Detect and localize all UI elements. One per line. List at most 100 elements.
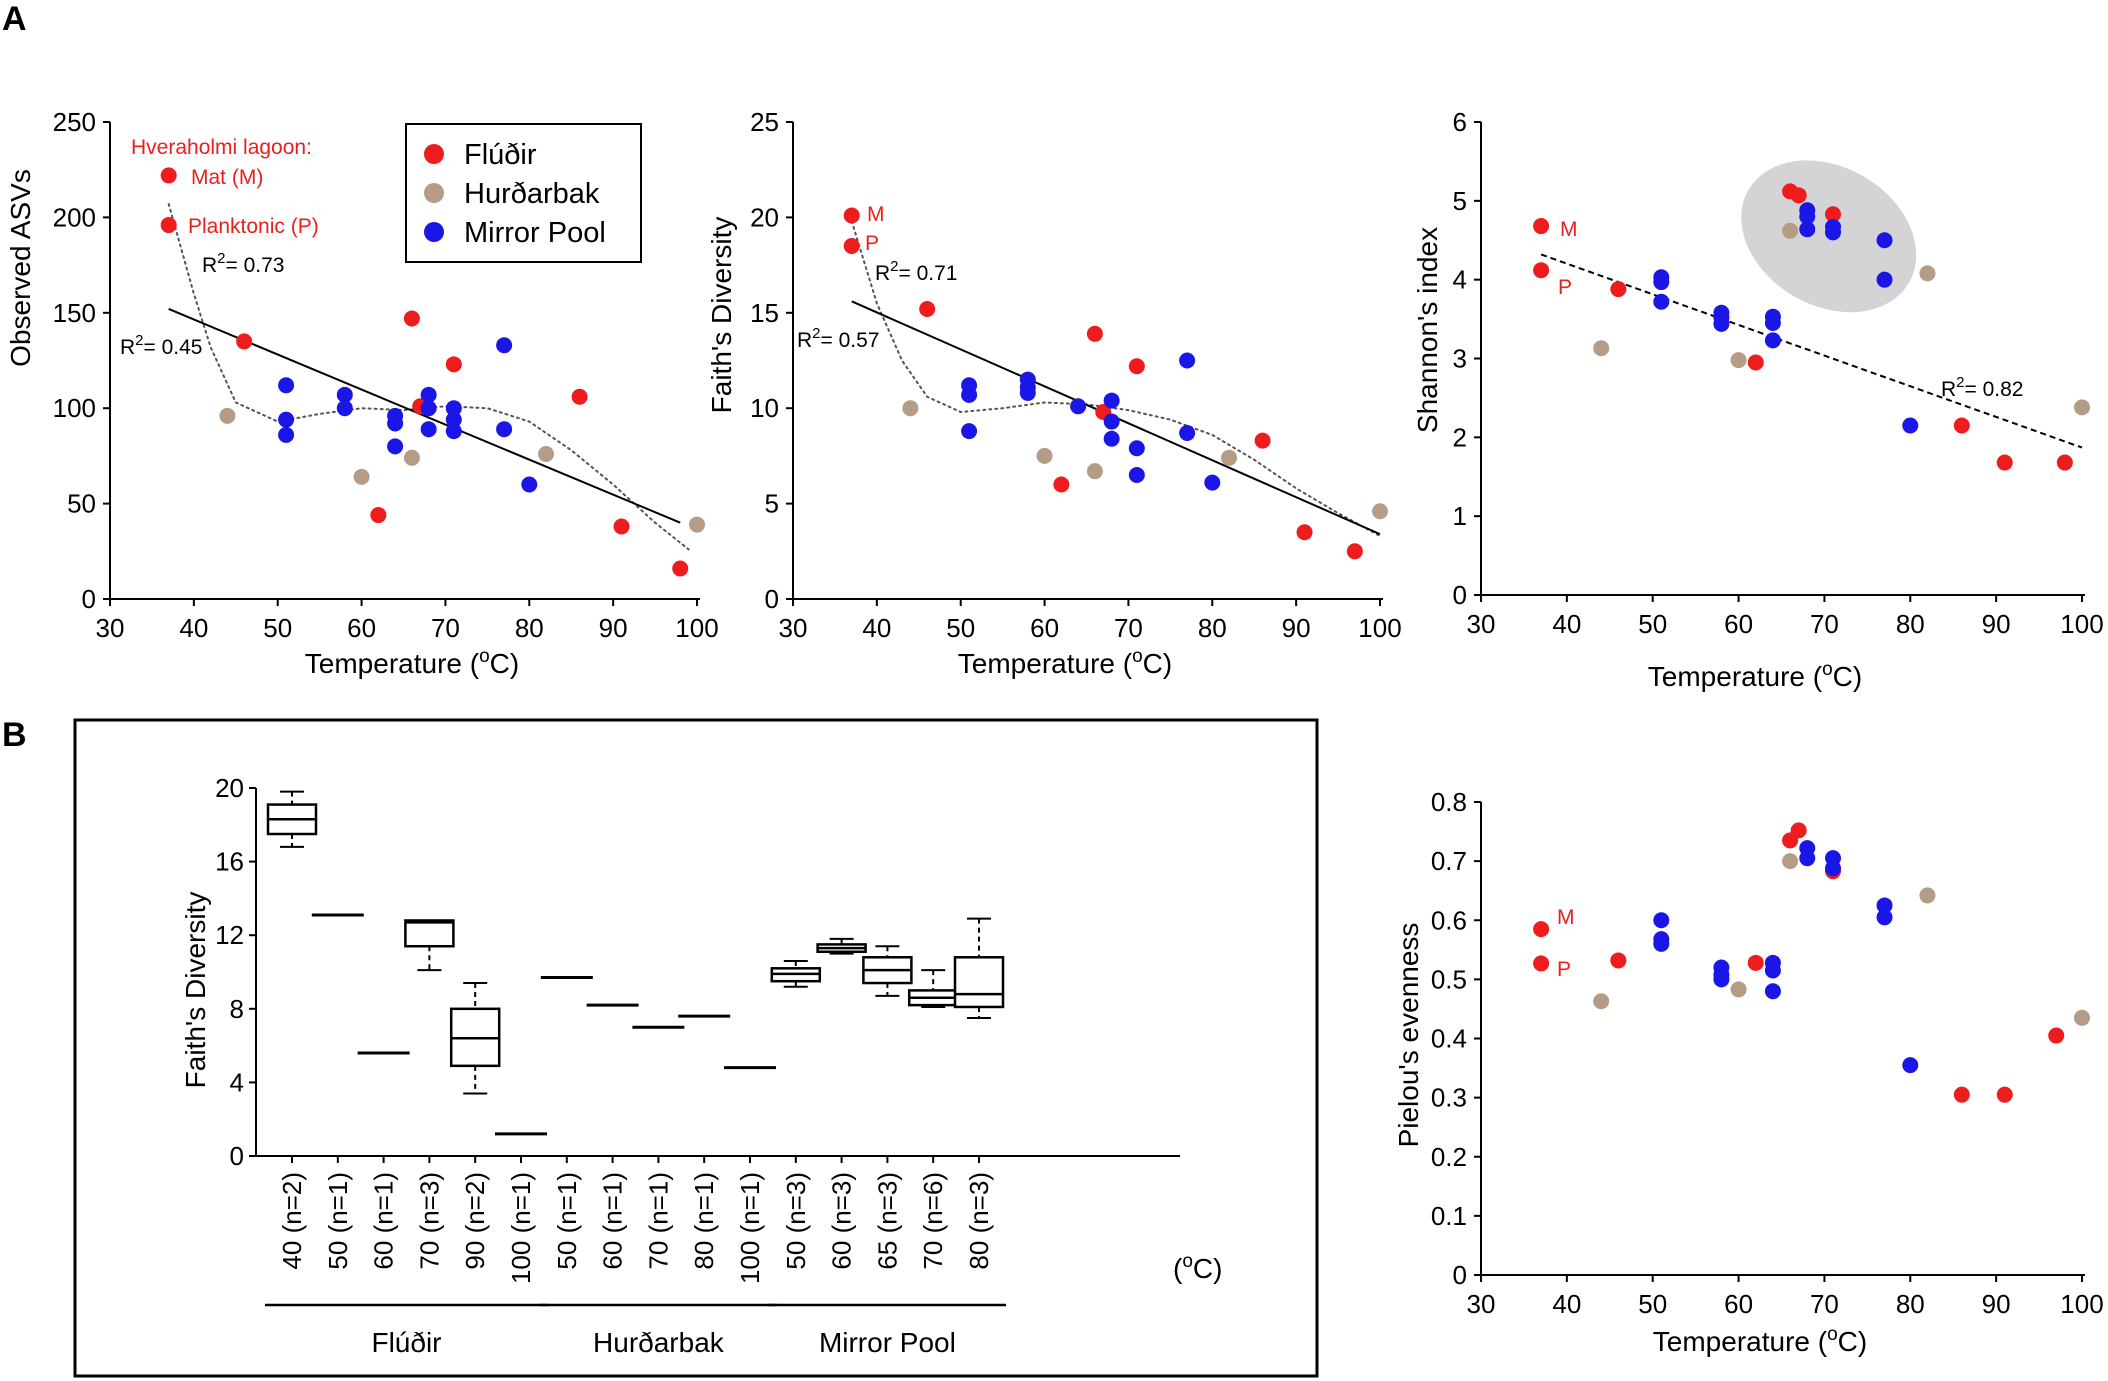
asv-point-fludir bbox=[160, 167, 177, 184]
chart-faith-boxplot: 0 4 8 12 16 20 40 (n=2) 50 (n=1) 60 (n=1) 70 (n=… bbox=[73, 718, 1319, 1378]
asv-point-mirrorpool bbox=[387, 438, 404, 455]
asv-r2-linear: R2= 0.45 bbox=[120, 332, 203, 359]
box-x-label: 70 (n=3) bbox=[414, 1172, 444, 1270]
shannon-point-fludir bbox=[1790, 187, 1807, 204]
shannon-axes: 30 40 50 60 70 80 90 100 0 1 2 3 4 5 6 bbox=[1453, 107, 2104, 639]
asv-x-tick-label: 30 bbox=[96, 613, 125, 643]
shannon-y-tick-label: 0 bbox=[1453, 580, 1467, 610]
shannon-point-mirrorpool bbox=[1713, 315, 1730, 332]
pielou-point-mirrorpool bbox=[1825, 860, 1842, 877]
faith-point-fludir bbox=[843, 238, 860, 255]
legend-label-hurdarbak: Hurðarbak bbox=[464, 178, 600, 210]
faith-x-tick-label: 100 bbox=[1358, 613, 1401, 643]
asv-point-mirrorpool bbox=[336, 386, 353, 403]
pielou-point-mirrorpool bbox=[1799, 850, 1816, 867]
shannon-point-fludir bbox=[1747, 354, 1764, 371]
pielou-point-hurdarbak bbox=[2074, 1009, 2090, 1026]
asv-x-tick-label: 60 bbox=[347, 613, 376, 643]
box-y-tick-label: 0 bbox=[230, 1141, 244, 1171]
faith-point-hurdarbak bbox=[1086, 463, 1103, 480]
boxplot-frame bbox=[73, 718, 1319, 1378]
shannon-point-mirrorpool bbox=[1876, 232, 1893, 249]
box-marks bbox=[266, 790, 1005, 1136]
asv-point-mirrorpool bbox=[387, 415, 404, 432]
legend-marker-hurdarbak bbox=[424, 183, 444, 203]
pielou-x-tick-label: 90 bbox=[1982, 1289, 2011, 1319]
box-x-label: 60 (n=3) bbox=[827, 1172, 857, 1270]
box-x-label: 90 (n=2) bbox=[460, 1172, 490, 1270]
pielou-point-mirrorpool bbox=[1713, 971, 1730, 988]
shannon-point-fludir bbox=[2056, 454, 2073, 471]
box-x-label: 70 (n=6) bbox=[918, 1172, 948, 1270]
panel-letter-b: B bbox=[2, 716, 27, 754]
lagoon-title: Hveraholmi lagoon: bbox=[131, 136, 312, 159]
shannon-point-hurdarbak bbox=[1593, 340, 1610, 357]
box-x-label: 80 (n=3) bbox=[964, 1172, 994, 1270]
faith-point-mirrorpool bbox=[1019, 384, 1036, 401]
shannon-point-fludir bbox=[1533, 262, 1550, 279]
shannon-point-hurdarbak bbox=[1919, 265, 1936, 282]
box-x-labels: 40 (n=2) 50 (n=1) 60 (n=1) 70 (n=3) 90 (n=2)… bbox=[277, 1172, 994, 1284]
faith-label-m: M bbox=[867, 203, 885, 226]
shannon-y-tick-label: 3 bbox=[1453, 344, 1467, 374]
asv-point-hurdarbak bbox=[353, 468, 370, 485]
legend-label-mirror-pool: Mirror Pool bbox=[464, 217, 606, 249]
asv-point-mirrorpool bbox=[278, 377, 295, 394]
pielou-point-fludir bbox=[1996, 1086, 2013, 1103]
shannon-point-hurdarbak bbox=[1782, 222, 1799, 239]
pielou-point-hurdarbak bbox=[1919, 887, 1936, 904]
pielou-xlabel: Temperature (oC) bbox=[1653, 1324, 1867, 1357]
asv-point-fludir bbox=[571, 388, 588, 405]
asv-point-mirrorpool bbox=[445, 411, 462, 428]
faith-point-fludir bbox=[1086, 325, 1103, 342]
pielou-y-tick-label: 0.5 bbox=[1431, 964, 1467, 994]
pielou-point-fludir bbox=[1533, 921, 1550, 938]
faith-point-fludir bbox=[919, 300, 936, 317]
box-x-label: 100 (n=1) bbox=[735, 1172, 765, 1284]
faith-point-mirrorpool bbox=[1179, 425, 1196, 442]
pielou-point-fludir bbox=[1533, 955, 1550, 972]
asv-x-tick-label: 40 bbox=[179, 613, 208, 643]
asv-point-fludir bbox=[403, 310, 420, 327]
pielou-points bbox=[1533, 822, 2090, 1103]
pielou-y-tick-label: 0.1 bbox=[1431, 1201, 1467, 1231]
faith-r2-poly: R2= 0.71 bbox=[875, 258, 958, 285]
shannon-x-tick-label: 30 bbox=[1467, 609, 1496, 639]
box-group-labels: Flúðir Hurðarbak Mirror Pool bbox=[265, 1303, 1006, 1358]
asv-point-mirrorpool bbox=[445, 400, 462, 417]
shannon-ylabel: Shannon's index bbox=[1412, 227, 1443, 433]
faith-point-fludir bbox=[1296, 524, 1313, 541]
shannon-point-fludir bbox=[1825, 206, 1842, 223]
shannon-point-mirrorpool bbox=[1653, 274, 1670, 291]
faith-ylabel: Faith's Diversity bbox=[706, 217, 737, 414]
asv-point-mirrorpool bbox=[420, 400, 437, 417]
asv-ylabel: Observed ASVs bbox=[5, 169, 36, 367]
pielou-x-tick-label: 50 bbox=[1638, 1289, 1667, 1319]
box-group-name: Mirror Pool bbox=[819, 1327, 956, 1358]
shannon-label-m: M bbox=[1560, 218, 1578, 241]
shannon-fit-line bbox=[1540, 253, 2083, 449]
asv-point-fludir bbox=[672, 560, 689, 577]
asv-point-fludir bbox=[370, 507, 387, 524]
asv-x-tick-label: 80 bbox=[515, 613, 544, 643]
shannon-x-tick-label: 80 bbox=[1896, 609, 1925, 639]
shannon-x-tick-label: 70 bbox=[1810, 609, 1839, 639]
faith-point-fludir bbox=[843, 207, 860, 224]
pielou-label-m: M bbox=[1557, 906, 1575, 929]
asv-point-hurdarbak bbox=[689, 516, 705, 533]
faith-y-tick-label: 0 bbox=[765, 584, 779, 614]
box-y-tick-label: 20 bbox=[215, 773, 244, 803]
asv-point-hurdarbak bbox=[538, 445, 555, 462]
asv-fit-lines bbox=[167, 203, 690, 551]
legend-marker-mirror-pool bbox=[424, 222, 444, 242]
pielou-y-tick-label: 0.2 bbox=[1431, 1142, 1467, 1172]
box-y-tick-label: 16 bbox=[215, 847, 244, 877]
box-y-tick-label: 4 bbox=[230, 1067, 244, 1097]
faith-x-tick-label: 50 bbox=[946, 613, 975, 643]
asv-x-tick-label: 70 bbox=[431, 613, 460, 643]
asv-xlabel: Temperature (oC) bbox=[305, 646, 519, 679]
faith-point-mirrorpool bbox=[1128, 440, 1145, 457]
faith-point-mirrorpool bbox=[961, 423, 978, 440]
faith-r2-linear: R2= 0.57 bbox=[797, 325, 880, 352]
pielou-axes: 30 40 50 60 70 80 90 100 0 0.1 0.2 0.3 0.4 0.5 0.6 0.7 0… bbox=[1431, 787, 2104, 1319]
